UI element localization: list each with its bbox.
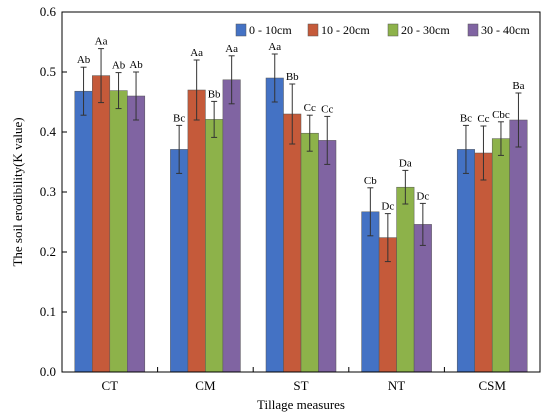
y-tick-label: 0.4 <box>40 124 57 139</box>
bar <box>491 138 510 373</box>
significance-label: Ba <box>512 80 524 92</box>
x-tick-label: CSM <box>478 378 506 393</box>
bar <box>265 77 284 373</box>
y-tick-label: 0.0 <box>40 364 56 379</box>
significance-label: Bc <box>460 112 472 124</box>
significance-label: Cc <box>321 103 333 115</box>
x-tick-label: CM <box>195 378 216 393</box>
significance-label: Da <box>399 157 412 169</box>
significance-label: Cc <box>477 113 489 125</box>
bar <box>456 149 475 373</box>
bar <box>283 113 302 373</box>
y-axis-title: The soil erodibility(K value) <box>10 117 25 266</box>
y-tick-label: 0.2 <box>40 244 56 259</box>
significance-label: Ab <box>112 60 126 72</box>
legend-label: 10 - 20cm <box>321 23 370 37</box>
bar <box>187 89 206 373</box>
legend-swatch <box>307 23 319 37</box>
error-bars <box>80 48 522 263</box>
x-axis-title: Tillage measures <box>257 397 345 412</box>
significance-label: Cb <box>364 175 377 187</box>
significance-label: Dc <box>416 190 429 202</box>
x-tick-label: ST <box>293 378 308 393</box>
bar <box>474 152 493 373</box>
legend: 0 - 10cm 10 - 20cm 20 - 30cm 30 - 40cm <box>235 23 530 37</box>
significance-label: Aa <box>190 47 203 59</box>
bar <box>300 132 319 373</box>
bar <box>92 75 111 373</box>
bars <box>74 75 528 373</box>
significance-label: Aa <box>95 36 108 48</box>
legend-swatch <box>387 23 399 37</box>
significance-label: Ab <box>77 54 91 66</box>
significance-label: Bb <box>286 71 299 83</box>
bar <box>127 95 146 373</box>
significance-label: Aa <box>268 41 281 53</box>
y-tick-label: 0.6 <box>40 4 57 19</box>
significance-label: Aa <box>225 43 238 55</box>
bar <box>222 79 241 373</box>
legend-label: 20 - 30cm <box>401 23 450 37</box>
bar <box>396 186 415 373</box>
significance-label: Bc <box>173 112 185 124</box>
bar <box>170 149 189 373</box>
significance-label: Cc <box>304 102 316 114</box>
y-tick-label: 0.5 <box>40 64 56 79</box>
legend-swatch <box>235 23 247 37</box>
axes: 0.0 0.1 0.2 0.3 0.4 0.5 0.6 CT CM ST NT CSM <box>40 4 541 393</box>
y-tick-label: 0.1 <box>40 304 56 319</box>
y-tick-label: 0.3 <box>40 184 56 199</box>
bar <box>109 90 128 373</box>
bar <box>318 140 337 373</box>
significance-label: Bb <box>208 88 221 100</box>
x-tick-label: NT <box>388 378 405 393</box>
significance-label: Ab <box>129 59 143 71</box>
bar <box>509 119 528 373</box>
x-tick-label: CT <box>101 378 118 393</box>
significance-label: Cbc <box>492 109 510 121</box>
legend-label: 0 - 10cm <box>249 23 292 37</box>
legend-label: 30 - 40cm <box>481 23 530 37</box>
bar <box>205 119 224 373</box>
bar <box>413 224 432 373</box>
significance-label: Dc <box>381 201 394 213</box>
bar <box>74 90 93 373</box>
legend-swatch <box>467 23 479 37</box>
